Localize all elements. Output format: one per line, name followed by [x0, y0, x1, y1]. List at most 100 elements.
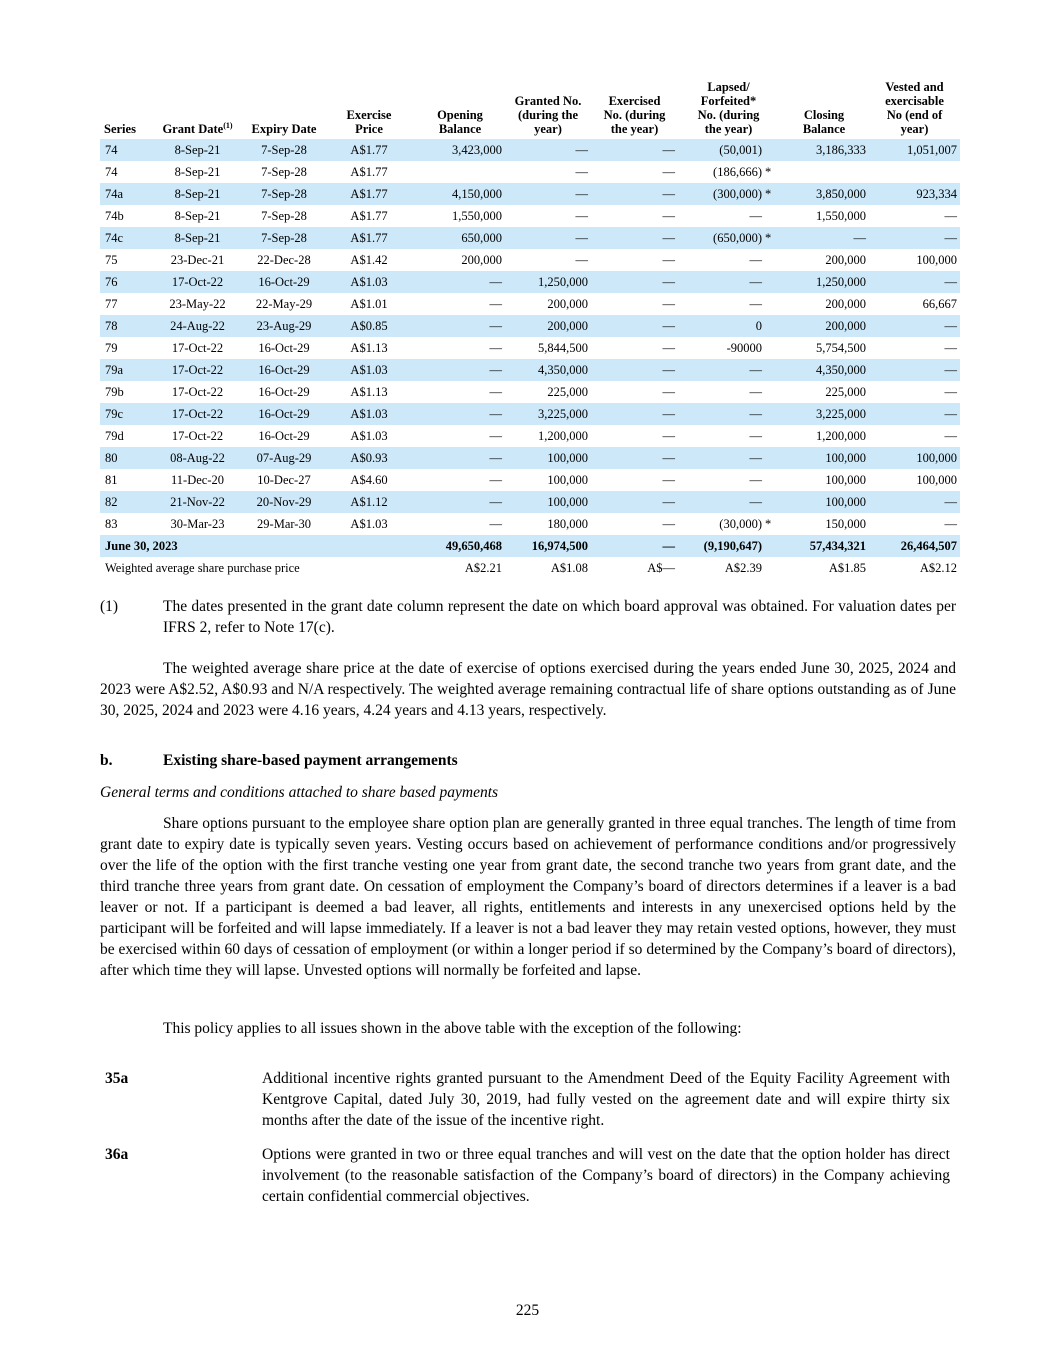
summary-row: Weighted average share purchase price A$2… — [100, 557, 960, 579]
table-cell: 4,150,000 — [452, 186, 502, 201]
header-line: Series — [104, 122, 136, 136]
table-cell: 81 — [105, 472, 118, 487]
table-cell: — — [944, 406, 958, 421]
table-cell: 3,225,000 — [538, 406, 588, 421]
table-cell: — — [662, 274, 676, 289]
table-cell: A$1.13 — [350, 384, 388, 399]
table-cell: 8-Sep-21 — [174, 230, 221, 245]
table-cell: A$1.77 — [350, 230, 388, 245]
table-cell: 200,000 — [825, 318, 867, 333]
table-cell: — — [489, 384, 503, 399]
table-cell: 83 — [105, 516, 118, 531]
table-cell: 200,000 — [547, 296, 588, 311]
table-cell: — — [662, 252, 676, 267]
header-line: (during the — [517, 108, 579, 122]
table-row: 79 17-Oct-22 16-Oct-29 A$1.13 — 5,844,500 — -90… — [100, 337, 960, 359]
table-cell: 8-Sep-21 — [174, 186, 221, 201]
table-cell: 22-May-29 — [255, 296, 313, 311]
cell-mark — [765, 337, 779, 359]
table-cell: — — [662, 142, 676, 157]
table-cell: A$2.21 — [464, 560, 502, 575]
column-header: Grant Date(1) — [150, 80, 245, 139]
cell-mark: * — [765, 186, 772, 201]
table-cell: — — [489, 406, 503, 421]
table-cell: 7-Sep-28 — [261, 230, 307, 245]
footnote-text: The dates presented in the grant date co… — [163, 598, 956, 636]
table-cell: — — [749, 406, 763, 421]
table-cell: 1,051,007 — [907, 142, 958, 157]
table-cell: — — [944, 274, 958, 289]
table-cell: A$1.03 — [350, 516, 388, 531]
table-cell: A$1.01 — [350, 296, 388, 311]
table-cell: A$2.39 — [724, 560, 762, 575]
exception-text: Additional incentive rights granted purs… — [262, 1070, 950, 1129]
table-cell: 29-Mar-30 — [257, 516, 311, 531]
table-cell: — — [853, 230, 867, 245]
table-cell: A$1.85 — [828, 560, 867, 575]
table-cell: — — [944, 230, 958, 245]
table-cell: 17-Oct-22 — [171, 340, 224, 355]
table-cell: 650,000 — [461, 230, 502, 245]
table-cell: — — [749, 362, 763, 377]
table-cell: 1,250,000 — [538, 274, 588, 289]
table-cell: 74c — [105, 230, 124, 245]
table-cell: 225,000 — [825, 384, 867, 399]
table-row: 74 8-Sep-21 7-Sep-28 A$1.77 — — (186,666) * — [100, 161, 960, 183]
table-cell: 22-Dec-28 — [257, 252, 311, 267]
cell-mark — [765, 293, 779, 315]
table-cell: 66,667 — [922, 296, 958, 311]
table-cell: 1,200,000 — [538, 428, 588, 443]
cell-mark — [765, 491, 779, 513]
table-row: 75 23-Dec-21 22-Dec-28 A$1.42 200,000 — — — 200,… — [100, 249, 960, 271]
table-cell: 23-Aug-29 — [256, 318, 312, 333]
table-cell: — — [489, 362, 503, 377]
column-header: Vested and exercisable No (end of year) — [869, 80, 960, 139]
table-cell: 20-Nov-29 — [256, 494, 312, 509]
table-cell: A$1.03 — [350, 406, 388, 421]
header-line: No. (during — [603, 108, 666, 122]
header-line: Granted No. — [514, 94, 582, 108]
table-cell: (50,001) — [719, 142, 762, 157]
table-cell: A$1.03 — [350, 428, 388, 443]
column-header: Expiry Date — [245, 80, 323, 139]
table-cell: — — [662, 384, 676, 399]
table-cell: A$1.77 — [350, 186, 388, 201]
table-cell: 23-May-22 — [169, 296, 226, 311]
table-cell: 77 — [105, 296, 118, 311]
table-cell: 100,000 — [547, 472, 588, 487]
table-cell: — — [662, 340, 676, 355]
table-row: 79c 17-Oct-22 16-Oct-29 A$1.03 — 3,225,000 — — 3… — [100, 403, 961, 425]
column-header: Opening Balance — [415, 80, 505, 139]
header-note: (1) — [223, 120, 233, 130]
table-cell: A$1.12 — [350, 494, 388, 509]
cell-mark — [765, 139, 779, 161]
paragraph: This policy applies to all issues shown … — [163, 1020, 742, 1037]
table-cell: — — [489, 340, 503, 355]
table-cell: 26,464,507 — [900, 538, 958, 553]
table-cell: — — [662, 362, 676, 377]
cell-mark — [765, 469, 779, 491]
table-cell: — — [575, 164, 589, 179]
table-cell: — — [575, 186, 589, 201]
table-cell: (30,000) — [719, 516, 762, 531]
paragraph: The weighted average share price at the … — [100, 660, 956, 719]
header-line: Price — [355, 122, 383, 136]
table-cell: 100,000 — [916, 450, 958, 465]
table-cell: 7-Sep-28 — [261, 208, 307, 223]
table-cell: 79c — [105, 406, 124, 421]
table-cell — [779, 161, 869, 183]
table-cell: 8-Sep-21 — [174, 142, 221, 157]
table-cell: — — [662, 516, 676, 531]
table-cell: A$1.03 — [350, 362, 388, 377]
section-title: Existing share-based payment arrangement… — [163, 752, 458, 769]
summary-row: June 30, 2023 49,650,468 16,974,500 — (9,190… — [100, 535, 961, 557]
cell-mark — [765, 535, 779, 557]
table-cell: 100,000 — [916, 472, 958, 487]
cell-mark: * — [765, 230, 772, 245]
table-cell: 7-Sep-28 — [261, 142, 307, 157]
table-cell: 79 — [105, 340, 118, 355]
cell-mark — [765, 359, 779, 381]
table-cell: — — [749, 494, 763, 509]
table-cell: 180,000 — [547, 516, 588, 531]
table-cell: — — [662, 164, 676, 179]
